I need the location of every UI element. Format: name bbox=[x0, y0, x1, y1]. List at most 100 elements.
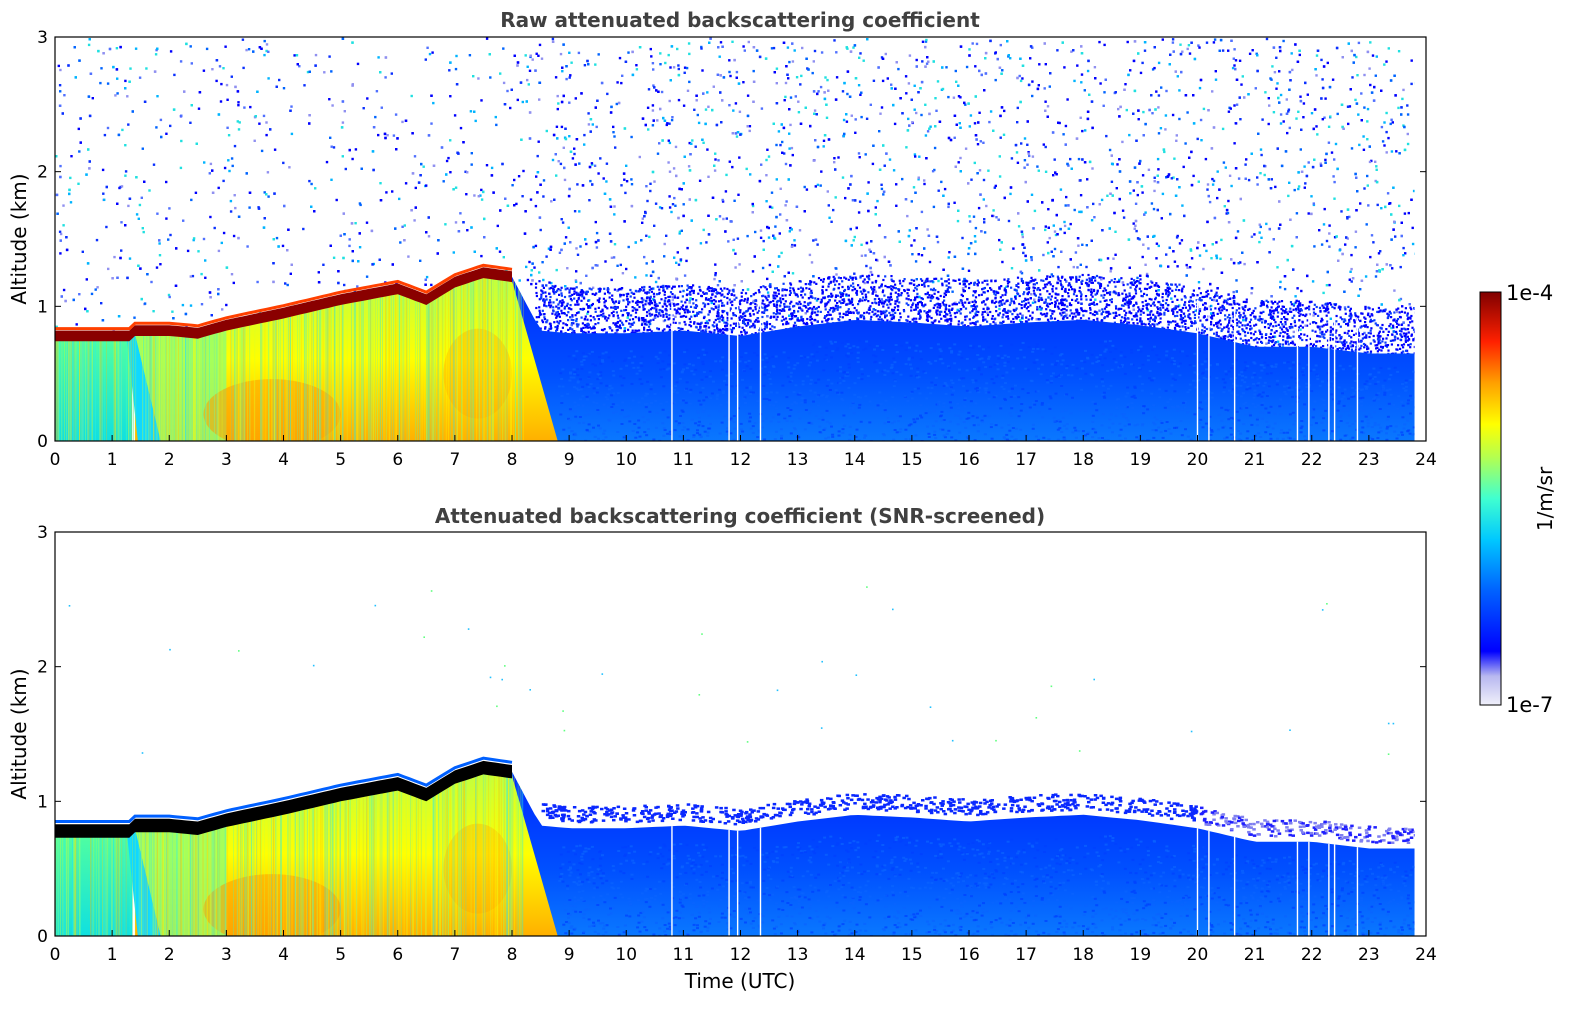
noise-pixel bbox=[604, 260, 607, 263]
noise-pixel bbox=[1298, 49, 1301, 52]
noise-pixel bbox=[138, 203, 142, 207]
noise-pixel bbox=[782, 282, 785, 285]
noise-pixel bbox=[737, 82, 741, 85]
noise-pixel bbox=[1315, 305, 1318, 309]
noise-pixel bbox=[1336, 340, 1339, 343]
noise-pixel bbox=[667, 139, 670, 142]
noise-pixel bbox=[608, 198, 612, 201]
noise-pixel bbox=[854, 77, 858, 80]
noise-pixel bbox=[807, 307, 810, 310]
noise-pixel bbox=[68, 188, 71, 192]
noise-pixel bbox=[689, 320, 692, 323]
noise-pixel bbox=[740, 295, 743, 298]
noise-pixel bbox=[337, 270, 340, 273]
noise-pixel bbox=[545, 255, 548, 258]
noise-pixel bbox=[908, 229, 911, 232]
noise-pixel bbox=[1020, 277, 1023, 280]
noise-pixel bbox=[1165, 292, 1168, 296]
noise-pixel bbox=[606, 287, 609, 290]
noise-pixel bbox=[631, 309, 634, 312]
noise-pixel bbox=[1153, 189, 1156, 193]
noise-pixel bbox=[577, 303, 580, 306]
noise-pixel bbox=[1321, 304, 1324, 307]
noise-pixel bbox=[1080, 45, 1083, 48]
noise-pixel bbox=[989, 110, 993, 113]
noise-pixel bbox=[1072, 49, 1075, 52]
noise-pixel bbox=[1292, 330, 1295, 334]
noise-pixel bbox=[683, 71, 686, 74]
noise-pixel bbox=[1066, 162, 1069, 166]
noise-pixel bbox=[889, 303, 892, 306]
noise-pixel bbox=[788, 230, 791, 233]
noise-pixel bbox=[469, 110, 473, 113]
noise-pixel bbox=[116, 77, 119, 80]
noise-pixel bbox=[175, 247, 178, 250]
noise-pixel bbox=[1397, 323, 1400, 326]
noise-pixel bbox=[1203, 330, 1206, 333]
noise-pixel bbox=[1153, 176, 1156, 179]
noise-pixel bbox=[1392, 330, 1395, 333]
noise-pixel bbox=[957, 323, 960, 326]
noise-pixel bbox=[1338, 249, 1341, 252]
noise-pixel bbox=[217, 249, 221, 253]
noise-pixel bbox=[923, 304, 926, 307]
noise-pixel bbox=[627, 303, 630, 306]
noise-pixel bbox=[993, 292, 996, 295]
noise-pixel bbox=[1025, 316, 1028, 319]
noise-pixel bbox=[580, 327, 583, 330]
noise-pixel bbox=[606, 92, 609, 96]
noise-pixel bbox=[625, 267, 628, 271]
noise-pixel bbox=[567, 194, 571, 198]
noise-pixel bbox=[1232, 290, 1235, 294]
noise-pixel bbox=[795, 76, 799, 79]
noise-pixel bbox=[1040, 296, 1043, 300]
noise-pixel bbox=[741, 289, 745, 292]
noise-pixel bbox=[775, 215, 778, 219]
noise-pixel bbox=[1121, 281, 1125, 284]
noise-pixel bbox=[934, 97, 937, 100]
noise-pixel bbox=[1161, 192, 1165, 196]
noise-pixel bbox=[641, 217, 644, 220]
noise-pixel bbox=[814, 139, 817, 142]
noise-pixel bbox=[583, 143, 586, 146]
noise-pixel bbox=[913, 84, 916, 87]
noise-pixel bbox=[994, 184, 997, 188]
noise-pixel bbox=[619, 319, 622, 322]
noise-pixel bbox=[935, 303, 938, 306]
noise-pixel bbox=[1254, 87, 1257, 90]
noise-pixel bbox=[1313, 108, 1317, 111]
noise-pixel bbox=[685, 259, 688, 263]
noise-pixel bbox=[805, 188, 809, 191]
noise-pixel bbox=[1381, 140, 1385, 143]
noise-pixel bbox=[745, 331, 748, 334]
noise-pixel bbox=[928, 294, 931, 297]
noise-pixel bbox=[986, 308, 989, 311]
noise-pixel bbox=[1325, 284, 1329, 287]
noise-pixel bbox=[1340, 347, 1343, 350]
noise-pixel bbox=[650, 55, 653, 58]
noise-pixel bbox=[1156, 208, 1159, 212]
noise-pixel bbox=[480, 198, 484, 201]
noise-pixel bbox=[664, 61, 667, 65]
noise-pixel bbox=[303, 84, 306, 87]
noise-pixel bbox=[970, 178, 973, 181]
noise-pixel bbox=[634, 241, 637, 244]
noise-pixel bbox=[623, 309, 626, 312]
noise-pixel bbox=[883, 236, 887, 239]
noise-pixel bbox=[1328, 85, 1332, 89]
noise-pixel bbox=[822, 139, 826, 142]
noise-pixel bbox=[767, 236, 771, 239]
noise-pixel bbox=[717, 159, 720, 162]
noise-pixel bbox=[462, 141, 465, 144]
noise-pixel bbox=[661, 305, 664, 308]
noise-pixel bbox=[1060, 308, 1063, 312]
noise-pixel bbox=[1155, 257, 1158, 260]
noise-pixel bbox=[790, 245, 794, 248]
noise-pixel bbox=[1372, 99, 1376, 102]
noise-pixel bbox=[638, 155, 641, 159]
noise-pixel bbox=[715, 123, 719, 127]
noise-pixel bbox=[603, 292, 606, 295]
noise-pixel bbox=[217, 288, 220, 291]
noise-pixel bbox=[842, 293, 845, 296]
noise-pixel bbox=[1034, 278, 1037, 281]
